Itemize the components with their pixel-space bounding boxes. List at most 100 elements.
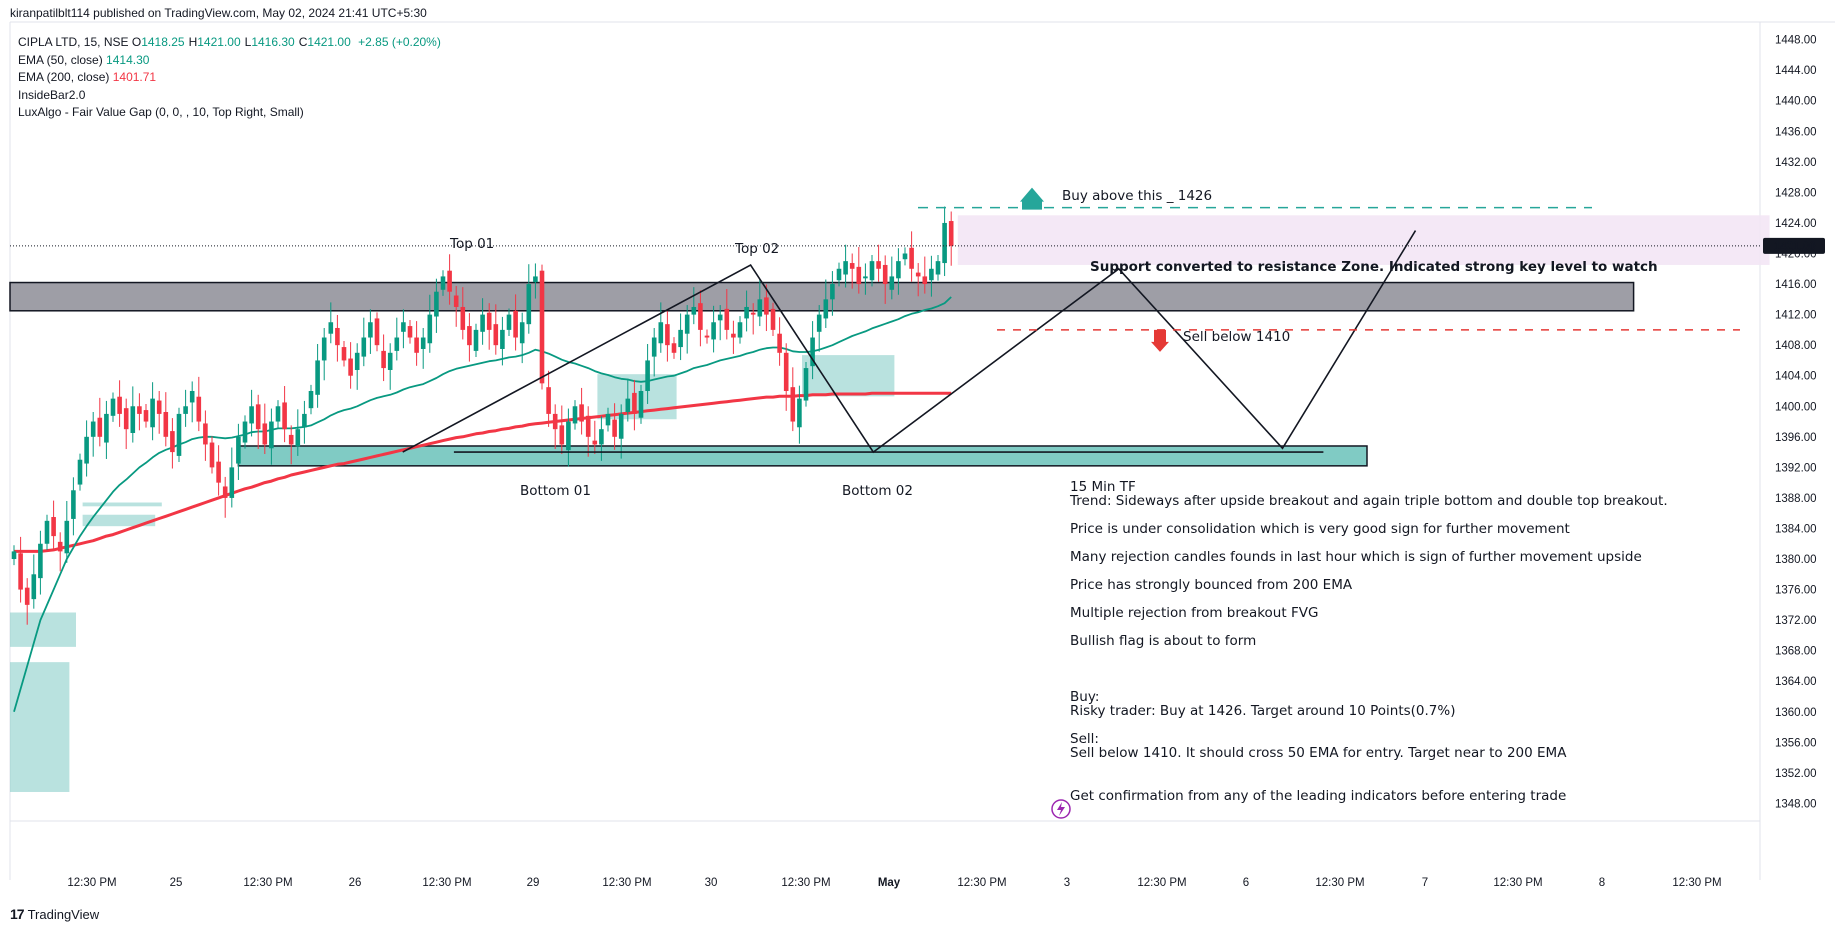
lightning-bolt-icon <box>1057 802 1065 816</box>
analysis-note: Risky trader: Buy at 1426. Target around… <box>1070 703 1456 719</box>
time-axis[interactable]: 12:30 PM 25 12:30 PM 26 12:30 PM 29 12:30 PM 30… <box>67 877 1721 889</box>
time-tick-label: 3 <box>1064 877 1070 889</box>
candle-body <box>929 268 934 281</box>
label-zone: Support converted to resistance Zone. In… <box>1090 259 1658 275</box>
tradingview-brand[interactable]: 17 TradingView <box>10 906 99 922</box>
price-tick-label: 1408.00 <box>1775 340 1817 352</box>
candle-body <box>163 411 169 437</box>
candle-body <box>816 314 822 332</box>
candle-body <box>519 322 525 344</box>
price-tick-label: 1356.00 <box>1775 737 1817 749</box>
candle-body <box>922 276 928 285</box>
candle-body <box>150 398 155 428</box>
candle-body <box>414 337 419 353</box>
candle-body <box>176 413 182 456</box>
candle-body <box>744 306 749 319</box>
time-tick-label: 8 <box>1599 877 1605 889</box>
time-tick-label: 12:30 PM <box>243 877 292 889</box>
candle-body <box>97 417 103 437</box>
candle-body <box>440 276 446 290</box>
ohlc-values: O1418.25 H1421.00 L1416.30 C1421.00 <box>132 35 355 49</box>
candle-body <box>777 333 782 353</box>
time-tick-label: 30 <box>705 877 718 889</box>
candle-body <box>275 406 281 422</box>
price-tick-label: 1404.00 <box>1775 371 1817 383</box>
time-tick-label: 12:30 PM <box>957 877 1006 889</box>
candle-body <box>750 312 756 315</box>
candle-body <box>678 329 683 348</box>
candle-body <box>764 297 769 315</box>
candle-body <box>790 387 796 422</box>
legend-symbol-row[interactable]: CIPLA LTD, 15, NSE O1418.25 H1421.00 L1416… <box>18 34 441 52</box>
lightning-icon <box>1051 799 1071 819</box>
legend-ema200[interactable]: EMA (200, close) 1401.71 <box>18 69 441 87</box>
candle-body <box>31 574 37 600</box>
candle-body <box>592 440 598 445</box>
candle-body <box>810 337 815 367</box>
price-tick-label: 1372.00 <box>1775 615 1817 627</box>
candle-body <box>579 404 584 422</box>
candle-body <box>599 429 604 445</box>
candle-body <box>44 520 50 544</box>
candle-body <box>401 322 406 332</box>
time-tick-label: 26 <box>349 877 362 889</box>
candle-body <box>420 337 426 349</box>
candle-body <box>632 392 637 414</box>
candle-body <box>328 322 334 334</box>
candle-body <box>856 266 862 285</box>
candle-body <box>189 390 195 403</box>
price-axis[interactable]: 1448.00 1444.00 1440.00 1436.00 1432.00 1428.… <box>1763 35 1825 811</box>
price-tick-label: 1440.00 <box>1775 96 1817 108</box>
candle-body <box>24 587 30 605</box>
analysis-note: Price has strongly bounced from 200 EMA <box>1070 577 1353 593</box>
fvg-box <box>10 612 76 647</box>
fvg-box <box>82 514 156 527</box>
candle-body <box>170 431 175 453</box>
legend-insidebar[interactable]: InsideBar2.0 <box>18 87 441 105</box>
symbol-name[interactable]: CIPLA LTD, 15, NSE <box>18 35 129 49</box>
price-tick-label: 1360.00 <box>1775 707 1817 719</box>
candle-body <box>269 421 274 449</box>
candle-body <box>658 322 664 344</box>
price-tick-label: 1388.00 <box>1775 493 1817 505</box>
ohlc-key: L <box>244 35 252 49</box>
candle-body <box>651 337 657 357</box>
fvg-box <box>10 662 70 792</box>
time-tick-label: May <box>878 877 901 889</box>
publisher-line: kiranpatilblt114 published on TradingVie… <box>10 6 427 20</box>
label-top02: Top 02 <box>734 241 779 257</box>
candle-body <box>552 413 558 430</box>
price-tick-label: 1396.00 <box>1775 432 1817 444</box>
label-bottom02: Bottom 02 <box>842 483 913 499</box>
candle-body <box>143 410 149 422</box>
candle-body <box>830 284 835 300</box>
candle-body <box>915 272 921 277</box>
candle-body <box>698 303 703 330</box>
candle-body <box>90 421 96 437</box>
legend-luxalgo[interactable]: LuxAlgo - Fair Value Gap (0, 0, , 10, To… <box>18 104 441 122</box>
candle-body <box>691 306 697 315</box>
price-tick-label: 1432.00 <box>1775 157 1817 169</box>
fvg-box <box>802 355 895 397</box>
candle-body <box>480 314 485 332</box>
price-tick-label: 1376.00 <box>1775 585 1817 597</box>
legend-ema50[interactable]: EMA (50, close) 1414.30 <box>18 52 441 70</box>
candle-body <box>196 396 202 422</box>
candle-body <box>803 368 809 401</box>
time-tick-label: 12:30 PM <box>67 877 116 889</box>
candle-body <box>38 543 43 579</box>
candle-body <box>500 329 505 349</box>
candle-body <box>882 264 888 285</box>
analysis-note: Sell below 1410. It should cross 50 EMA … <box>1070 745 1567 761</box>
candle-body <box>295 429 301 447</box>
candle-body <box>902 253 908 260</box>
price-tick-label: 1384.00 <box>1775 523 1817 535</box>
analysis-note: 15 Min TF <box>1070 479 1136 495</box>
time-tick-label: 12:30 PM <box>1315 877 1364 889</box>
price-tick-label: 1352.00 <box>1775 768 1817 780</box>
tradingview-logo-icon: 17 <box>10 906 25 922</box>
candle-body <box>770 308 776 330</box>
price-tick-label: 1364.00 <box>1775 676 1817 688</box>
brand-name: TradingView <box>27 906 100 922</box>
